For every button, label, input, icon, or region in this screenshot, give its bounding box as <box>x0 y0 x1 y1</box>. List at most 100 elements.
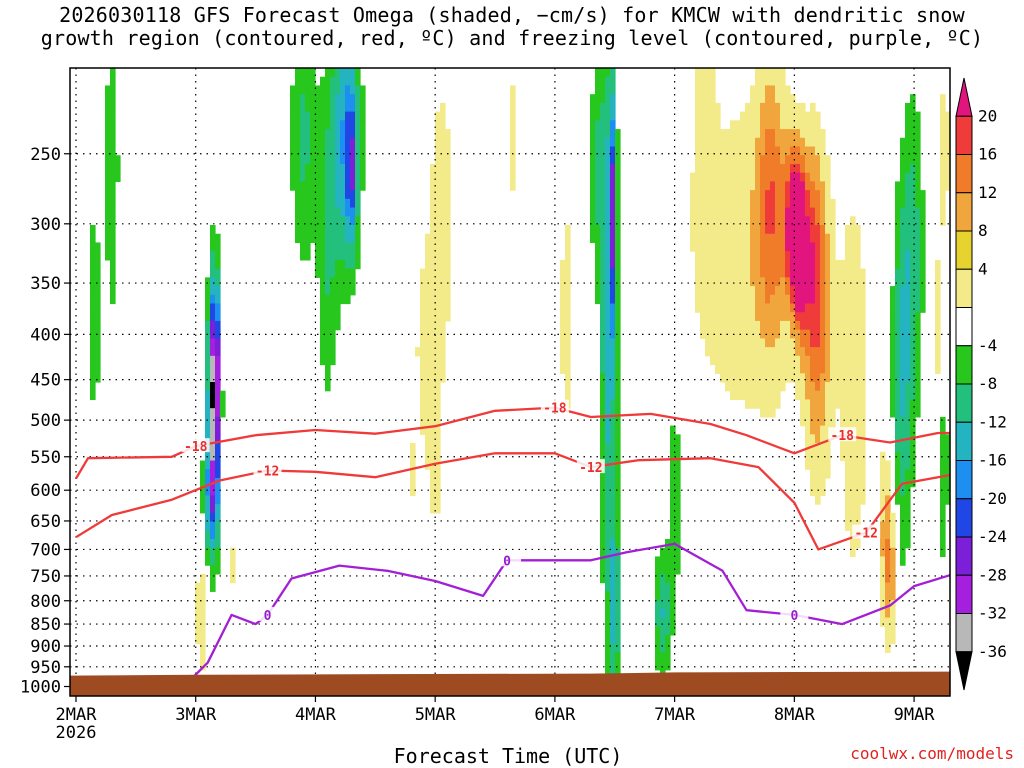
omega-cell <box>215 460 221 470</box>
omega-cell <box>900 347 906 357</box>
omega-cell <box>730 181 736 191</box>
omega-cell <box>765 94 771 104</box>
omega-cell <box>430 390 436 401</box>
omega-cell <box>820 181 826 191</box>
omega-cell <box>600 85 606 95</box>
omega-cell <box>615 242 621 252</box>
omega-cell <box>735 355 741 366</box>
omega-cell <box>595 233 601 244</box>
omega-cell <box>315 120 321 130</box>
omega-cell <box>765 390 771 401</box>
omega-cell <box>815 477 821 488</box>
omega-cell <box>435 373 441 383</box>
omega-cell <box>665 617 671 627</box>
omega-cell <box>605 425 611 435</box>
omega-cell <box>325 277 331 287</box>
omega-cell <box>800 355 806 366</box>
omega-cell <box>210 286 216 296</box>
omega-cell <box>845 390 851 401</box>
omega-cell <box>215 329 221 339</box>
omega-cell <box>920 216 926 226</box>
omega-cell <box>435 190 441 200</box>
omega-cell <box>760 303 766 313</box>
omega-cell <box>720 242 726 252</box>
omega-cell <box>715 111 721 121</box>
omega-cell <box>900 399 906 409</box>
omega-cell <box>750 364 756 374</box>
omega-cell <box>340 190 346 200</box>
omega-cell <box>95 373 101 383</box>
omega-cell <box>560 259 566 270</box>
omega-cell <box>345 129 351 139</box>
omega-cell <box>305 85 311 95</box>
omega-cell <box>600 277 606 287</box>
omega-cell <box>825 469 831 479</box>
colorbar-swatch <box>955 421 973 461</box>
omega-cell <box>610 591 616 601</box>
omega-cell <box>360 172 366 182</box>
omega-cell <box>810 207 816 217</box>
omega-cell <box>435 312 441 322</box>
omega-cell <box>295 129 301 139</box>
omega-cell <box>715 102 721 113</box>
omega-cell <box>315 137 321 148</box>
omega-cell <box>915 225 921 235</box>
omega-cell <box>750 286 756 296</box>
omega-cell <box>325 294 331 305</box>
contour-label: -18 <box>543 402 567 417</box>
omega-cell <box>890 347 896 357</box>
omega-cell <box>615 190 621 200</box>
omega-cell <box>855 495 861 505</box>
omega-cell <box>820 216 826 226</box>
omega-cell <box>730 382 736 392</box>
omega-cell <box>435 329 441 339</box>
omega-cell <box>810 216 816 226</box>
omega-cell <box>705 129 711 139</box>
omega-cell <box>845 495 851 505</box>
omega-cell <box>915 364 921 374</box>
omega-cell <box>705 76 711 87</box>
omega-cell <box>90 355 96 366</box>
omega-cell <box>910 163 916 174</box>
omega-cell <box>820 443 826 453</box>
omega-cell <box>430 477 436 488</box>
omega-cell <box>730 207 736 217</box>
omega-cell <box>820 251 826 261</box>
omega-cell <box>945 495 950 505</box>
omega-cell <box>740 181 746 191</box>
omega-cell <box>670 477 676 488</box>
omega-cell <box>905 102 911 113</box>
omega-cell <box>215 268 221 278</box>
omega-cell <box>860 495 866 505</box>
omega-cell <box>845 225 851 235</box>
omega-cell <box>425 434 431 444</box>
omega-cell <box>840 416 846 427</box>
x-tick-label: 4MAR <box>295 705 337 725</box>
omega-cell <box>825 251 831 261</box>
omega-cell <box>430 451 436 462</box>
omega-cell <box>315 207 321 217</box>
omega-cell <box>600 216 606 226</box>
omega-cell <box>820 146 826 156</box>
omega-cell <box>610 451 616 462</box>
omega-cell <box>860 486 866 496</box>
omega-cell <box>730 268 736 278</box>
omega-cell <box>755 364 761 374</box>
omega-cell <box>900 355 906 366</box>
omega-cell <box>610 137 616 148</box>
omega-cell <box>830 303 836 313</box>
omega-cell <box>205 530 211 540</box>
omega-cell <box>700 251 706 261</box>
omega-cell <box>105 85 111 95</box>
omega-cell <box>905 320 911 331</box>
omega-cell <box>775 355 781 366</box>
omega-cell <box>780 181 786 191</box>
omega-cell <box>695 94 701 104</box>
omega-cell <box>610 155 616 165</box>
omega-cell <box>775 137 781 148</box>
omega-cell <box>770 163 776 174</box>
omega-cell <box>760 251 766 261</box>
omega-cell <box>910 320 916 331</box>
omega-cell <box>435 181 441 191</box>
omega-cell <box>610 76 616 87</box>
